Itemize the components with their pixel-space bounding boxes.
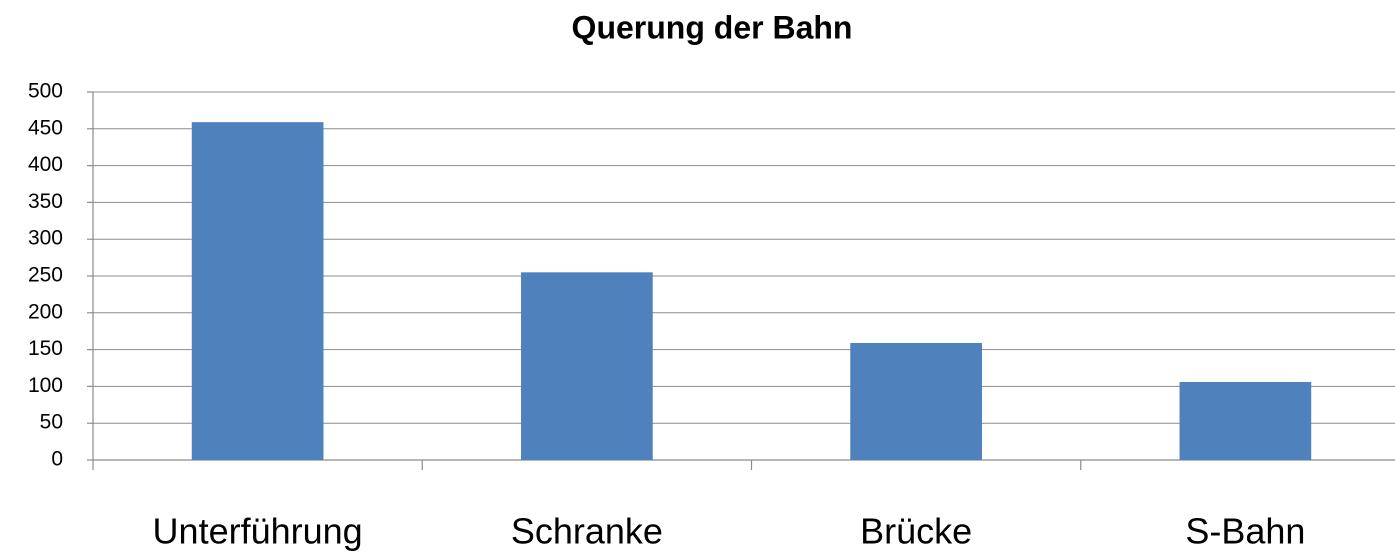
x-tick-label: Schranke: [511, 511, 663, 552]
y-tick-label: 450: [28, 116, 63, 139]
y-tick-label: 250: [28, 264, 63, 287]
y-tick-label: 200: [28, 300, 63, 323]
y-tick-label: 500: [28, 80, 63, 103]
y-tick-label: 350: [28, 190, 63, 213]
y-tick-label: 300: [28, 227, 63, 250]
x-tick-label: Brücke: [860, 511, 972, 552]
y-tick-label: 400: [28, 153, 63, 176]
y-tick-label: 100: [28, 374, 63, 397]
chart-title: Querung der Bahn: [572, 9, 853, 45]
y-tick-label: 0: [51, 448, 63, 471]
bar: [521, 272, 653, 460]
x-tick-label: S-Bahn: [1185, 511, 1305, 552]
bar: [850, 342, 982, 460]
bar: [191, 122, 324, 461]
bar: [1179, 381, 1312, 460]
y-tick-label: 50: [40, 411, 63, 434]
x-tick-label: Unterführung: [153, 511, 363, 552]
y-tick-label: 150: [28, 337, 63, 360]
